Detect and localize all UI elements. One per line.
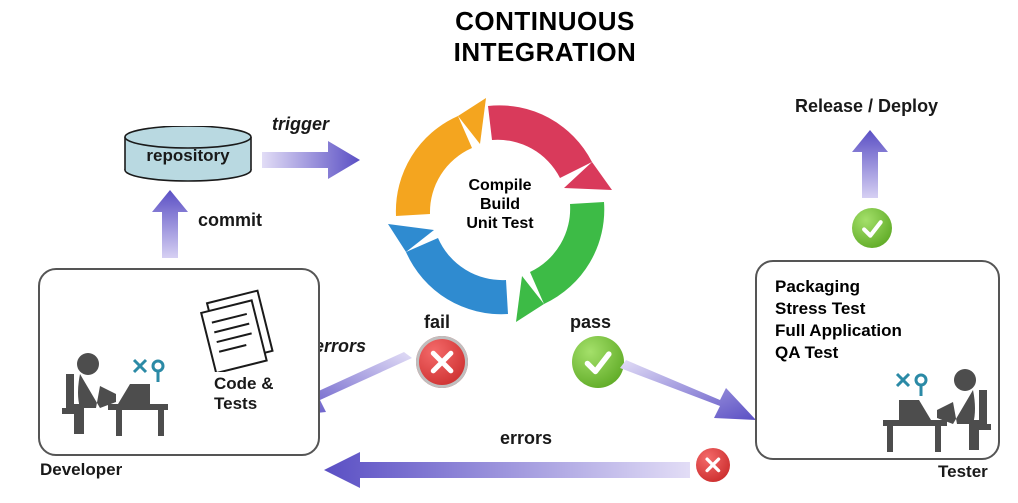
cycle-center-line3: Unit Test <box>450 214 550 233</box>
page-title: CONTINUOUS INTEGRATION <box>380 6 710 68</box>
repository-label: repository <box>123 146 253 166</box>
qa-line-3: Full Application <box>775 320 902 342</box>
code-tests-label-1: Code & <box>214 374 274 394</box>
qa-line-1: Packaging <box>775 276 902 298</box>
arrow-deploy-up <box>850 128 890 198</box>
arrow-trigger <box>262 138 362 182</box>
qa-lines: Packaging Stress Test Full Application Q… <box>775 276 902 364</box>
developer-role-label: Developer <box>40 460 122 480</box>
arrow-commit <box>150 188 190 258</box>
title-line1: CONTINUOUS <box>380 6 710 37</box>
release-label: Release / Deploy <box>795 96 938 117</box>
tester-role-label: Tester <box>938 462 988 482</box>
label-trigger: trigger <box>272 114 329 135</box>
arrow-errors-bottom <box>320 450 690 490</box>
label-commit: commit <box>198 210 262 231</box>
pass-icon <box>572 336 624 388</box>
cycle-center-text: Compile Build Unit Test <box>450 176 550 234</box>
fail-icon <box>416 336 468 388</box>
developer-person-icon <box>56 342 176 442</box>
deploy-check-icon <box>852 208 892 248</box>
title-line2: INTEGRATION <box>380 37 710 68</box>
label-errors-bottom: errors <box>500 428 552 449</box>
repository-cylinder: repository <box>123 126 253 180</box>
errors-bottom-x-icon <box>696 448 730 482</box>
cycle-center-line1: Compile <box>450 176 550 195</box>
qa-line-2: Stress Test <box>775 298 902 320</box>
cycle-center-line2: Build <box>450 195 550 214</box>
label-pass: pass <box>570 312 611 333</box>
arrow-pass-right <box>620 360 760 426</box>
code-pages-icon <box>192 284 288 372</box>
label-fail: fail <box>424 312 450 333</box>
tester-person-icon <box>875 360 995 456</box>
developer-box: Code & Tests <box>38 268 320 456</box>
label-errors-left: errors <box>314 336 366 357</box>
code-tests-label-2: Tests <box>214 394 257 414</box>
cycle-ring: Compile Build Unit Test <box>378 88 622 332</box>
tester-box: Packaging Stress Test Full Application Q… <box>755 260 1000 460</box>
